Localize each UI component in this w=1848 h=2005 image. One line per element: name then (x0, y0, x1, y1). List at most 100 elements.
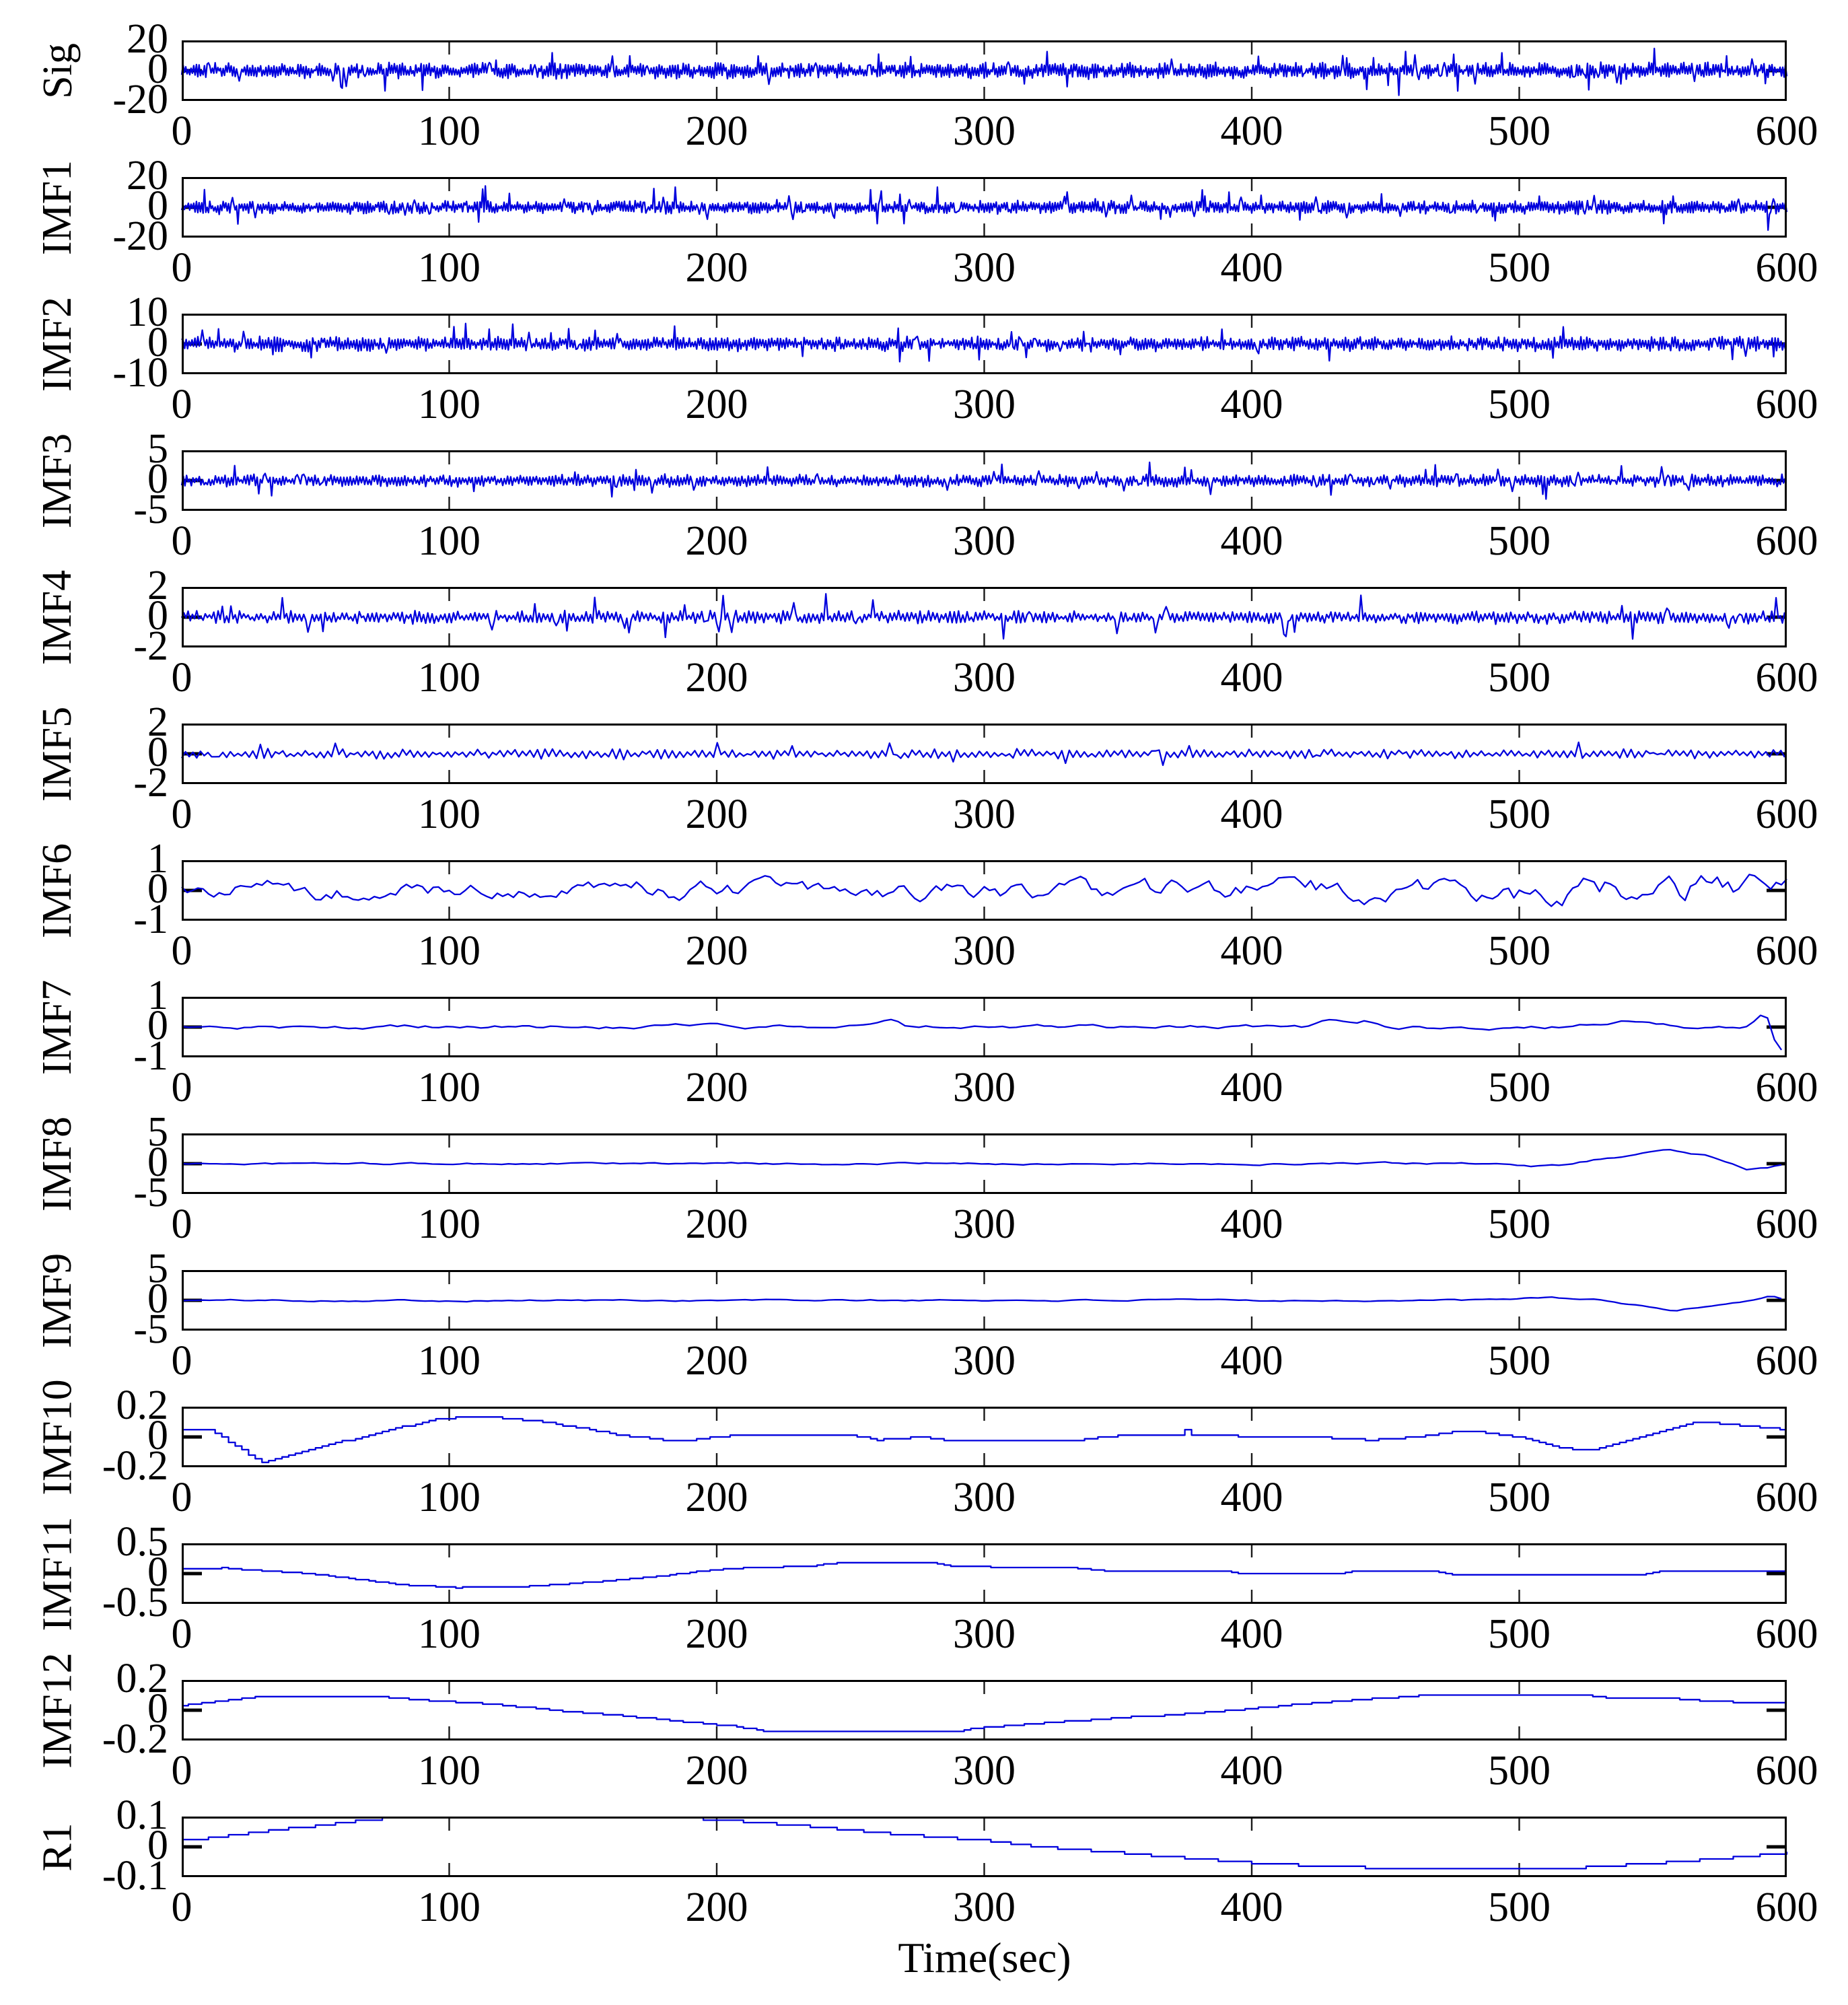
y-tick-label-zero: 0 (147, 183, 168, 230)
x-tick-label: 300 (953, 382, 1016, 427)
x-tick-label: 300 (953, 1065, 1016, 1111)
y-tick-label-top: 1 (147, 973, 168, 1019)
x-tick-label: 500 (1488, 1748, 1551, 1794)
x-tick-label: 300 (953, 1885, 1016, 1930)
y-tick-label-bottom: -20 (112, 77, 168, 123)
x-tick-label: 100 (418, 1611, 481, 1657)
x-tick-label: 400 (1220, 928, 1283, 974)
y-tick-label-bottom: -1 (133, 896, 168, 943)
y-tick-label-top: 0.5 (116, 1519, 169, 1566)
x-tick-label: 600 (1755, 1201, 1818, 1247)
x-tick-label: 0 (171, 108, 192, 154)
x-tick-label: 200 (685, 1065, 748, 1111)
y-tick-label-top: 1 (147, 836, 168, 882)
x-tick-label: 400 (1220, 1611, 1283, 1657)
x-tick-label: 600 (1755, 1611, 1818, 1657)
x-tick-label: 100 (418, 245, 481, 291)
y-tick-label-zero: 0 (147, 46, 168, 93)
x-tick-label: 100 (418, 382, 481, 427)
x-tick-label: 200 (685, 382, 748, 427)
x-tick-label: 500 (1488, 518, 1551, 564)
x-tick-label: 600 (1755, 1748, 1818, 1794)
plot-area (180, 40, 1788, 101)
x-tick-label: 200 (685, 245, 748, 291)
plot-area (182, 1543, 1787, 1604)
x-tick-label: 100 (418, 1065, 481, 1111)
x-tick-label: 500 (1488, 1201, 1551, 1247)
x-tick-label: 100 (418, 1748, 481, 1794)
x-tick-label: 500 (1488, 928, 1551, 974)
x-tick-label: 600 (1755, 382, 1818, 427)
x-tick-label: 500 (1488, 1885, 1551, 1930)
plot-area (180, 177, 1788, 238)
x-tick-label: 300 (953, 245, 1016, 291)
x-tick-label: 300 (953, 655, 1016, 701)
y-tick-label-zero: 0 (147, 1686, 168, 1732)
x-tick-label: 600 (1755, 1338, 1818, 1384)
x-tick-label: 500 (1488, 108, 1551, 154)
y-tick-label-bottom: -2 (133, 760, 168, 806)
x-tick-label: 400 (1220, 792, 1283, 837)
x-tick-label: 0 (171, 245, 192, 291)
y-tick-label-top: 20 (127, 16, 168, 63)
x-tick-label: 600 (1755, 792, 1818, 837)
x-tick-label: 400 (1220, 108, 1283, 154)
x-tick-label: 0 (171, 382, 192, 427)
y-tick-label-top: 0.2 (116, 1382, 169, 1429)
x-tick-label: 300 (953, 108, 1016, 154)
x-tick-label: 100 (418, 1338, 481, 1384)
x-tick-label: 100 (418, 1201, 481, 1247)
x-tick-label: 0 (171, 928, 192, 974)
y-tick-label-bottom: -5 (133, 1306, 168, 1353)
x-tick-label: 100 (418, 928, 481, 974)
y-tick-label-bottom: -1 (133, 1033, 168, 1080)
x-tick-label: 600 (1755, 1475, 1818, 1520)
y-tick-label-zero: 0 (147, 1139, 168, 1186)
y-tick-label-zero: 0 (147, 866, 168, 913)
x-tick-label: 300 (953, 518, 1016, 564)
x-tick-label: 500 (1488, 1338, 1551, 1384)
x-tick-label: 600 (1755, 245, 1818, 291)
x-tick-label: 400 (1220, 655, 1283, 701)
x-tick-label: 400 (1220, 1475, 1283, 1520)
x-tick-label: 0 (171, 518, 192, 564)
plot-area (181, 860, 1787, 921)
y-tick-label-bottom: -20 (112, 213, 168, 260)
x-tick-label: 500 (1488, 382, 1551, 427)
x-tick-label: 0 (171, 1885, 192, 1930)
y-tick-label-zero: 0 (147, 1413, 168, 1459)
x-tick-label: 0 (171, 1611, 192, 1657)
y-tick-label-bottom: -5 (133, 487, 168, 533)
x-tick-label: 100 (418, 655, 481, 701)
x-tick-label: 400 (1220, 1065, 1283, 1111)
plot-area (182, 1817, 1788, 1877)
y-tick-label-top: 0.2 (116, 1656, 169, 1702)
x-tick-label: 600 (1755, 108, 1818, 154)
x-tick-label: 500 (1488, 1611, 1551, 1657)
x-tick-label: 300 (953, 792, 1016, 837)
x-tick-label: 400 (1220, 1748, 1283, 1794)
plot-area (180, 450, 1787, 511)
y-tick-label-bottom: -0.2 (102, 1443, 168, 1489)
x-tick-label: 500 (1488, 245, 1551, 291)
x-tick-label: 400 (1220, 382, 1283, 427)
x-tick-label: 500 (1488, 1475, 1551, 1520)
x-tick-label: 300 (953, 1748, 1016, 1794)
x-tick-label: 400 (1220, 1201, 1283, 1247)
y-tick-label-zero: 0 (147, 1003, 168, 1049)
plot-area (181, 724, 1787, 784)
x-tick-label: 600 (1755, 1885, 1818, 1930)
x-tick-label: 100 (418, 792, 481, 837)
x-tick-label: 400 (1220, 1338, 1283, 1384)
x-tick-label: 500 (1488, 655, 1551, 701)
x-tick-label: 100 (418, 1475, 481, 1520)
x-tick-label: 200 (685, 518, 748, 564)
y-tick-label-top: 5 (147, 426, 168, 472)
x-tick-label: 400 (1220, 1885, 1283, 1930)
x-tick-label: 200 (685, 655, 748, 701)
x-tick-label: 400 (1220, 518, 1283, 564)
x-tick-label: 300 (953, 1338, 1016, 1384)
y-tick-label-zero: 0 (147, 1276, 168, 1323)
y-tick-label-bottom: -5 (133, 1170, 168, 1216)
y-tick-label-top: 10 (127, 289, 168, 336)
